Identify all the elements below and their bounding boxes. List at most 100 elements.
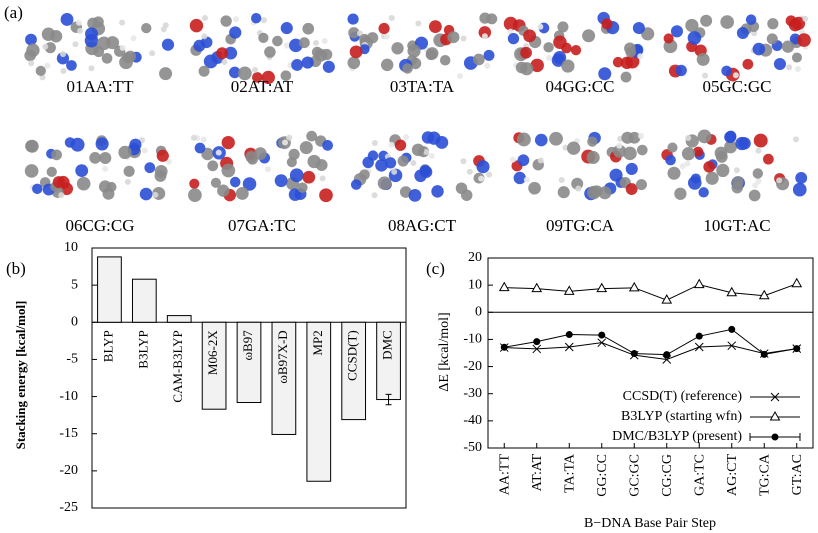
atom (322, 38, 328, 44)
atom (372, 140, 378, 146)
atom (795, 66, 801, 72)
atom (561, 60, 574, 73)
atom (528, 182, 541, 195)
y-axis-label: Stacking energy [kcal/mol] (13, 301, 28, 450)
atom (735, 137, 748, 150)
atom (32, 184, 42, 194)
atom (118, 146, 131, 159)
atom (504, 17, 518, 31)
atom (306, 131, 317, 142)
atom (58, 192, 64, 198)
atom (144, 162, 155, 173)
atom (236, 187, 249, 200)
atom (25, 140, 37, 152)
atom (89, 152, 101, 164)
atom (549, 132, 563, 146)
marker (771, 412, 780, 420)
atom (797, 33, 811, 47)
atom (478, 176, 484, 182)
bar-label: CAM-B3LYP (170, 330, 185, 402)
atom (233, 16, 239, 22)
x-tick-label: GC:GC (627, 454, 642, 497)
atom (47, 167, 57, 177)
atom (410, 160, 416, 166)
panel-label: (a) (4, 3, 23, 22)
atom (85, 34, 99, 48)
atom (559, 177, 565, 183)
atom (698, 187, 708, 197)
structure-label: 03TA:TA (390, 77, 455, 96)
atom (697, 53, 710, 66)
atom (24, 50, 36, 62)
atom (245, 151, 257, 163)
atom (447, 31, 459, 43)
atom (613, 57, 624, 68)
x-axis-label: B−DNA Base Pair Step (584, 516, 716, 531)
bar-label: B3LYP (135, 330, 150, 368)
atom (737, 27, 749, 39)
atom (347, 56, 360, 69)
atom (36, 66, 46, 76)
atom (261, 17, 267, 23)
x-tick-label: TA:TA (562, 453, 577, 493)
atom (229, 26, 241, 38)
structure-label: 02AT:AT (231, 77, 294, 96)
atom (199, 66, 210, 77)
atom (793, 183, 807, 197)
panel-label: (c) (426, 259, 445, 278)
atom (802, 16, 808, 22)
atom (222, 136, 235, 149)
atom (152, 192, 158, 198)
y-tick-label: -50 (463, 440, 482, 455)
atom (124, 166, 135, 177)
panel-label: (b) (6, 259, 26, 278)
atom (193, 40, 205, 52)
atom (482, 33, 488, 39)
atom (291, 59, 303, 71)
atom (664, 33, 674, 43)
atom (125, 51, 136, 62)
marker (565, 286, 574, 294)
atom (141, 23, 151, 33)
atom (188, 188, 202, 202)
figure: (a) (b) (c) Stacking energy [kcal/mol] Δ… (0, 0, 818, 533)
atom (456, 182, 468, 194)
y-tick-label: 10 (64, 240, 78, 255)
atom (272, 36, 283, 47)
atom (384, 34, 390, 40)
atom (297, 182, 307, 192)
atom (461, 35, 467, 41)
atom (378, 176, 392, 190)
bar (167, 316, 191, 323)
atom (77, 177, 91, 191)
structure-label: 07GA:TC (228, 216, 296, 235)
atom (537, 24, 543, 30)
y-tick-label: -40 (463, 413, 482, 428)
series-line (504, 284, 797, 300)
atom (700, 15, 712, 27)
atom (582, 29, 595, 42)
atom (207, 160, 218, 171)
atom (161, 26, 167, 32)
atom (558, 186, 570, 198)
atom (774, 58, 786, 70)
atom (753, 168, 763, 178)
atom (623, 147, 637, 161)
atom (66, 60, 77, 71)
atom (412, 144, 425, 157)
atom (282, 140, 288, 146)
marker (597, 284, 606, 292)
y-tick-label: -25 (59, 500, 78, 515)
atom (322, 140, 333, 151)
atom (426, 49, 437, 60)
marker (532, 284, 541, 292)
atom (61, 13, 74, 26)
atom (53, 176, 65, 188)
atom (45, 63, 51, 69)
y-tick-label: 0 (475, 305, 482, 320)
atom (636, 179, 647, 190)
y-tick-label: -15 (59, 426, 78, 441)
marker (533, 338, 540, 345)
atom (300, 141, 313, 154)
bar-label: CCSD(T) (345, 330, 360, 381)
